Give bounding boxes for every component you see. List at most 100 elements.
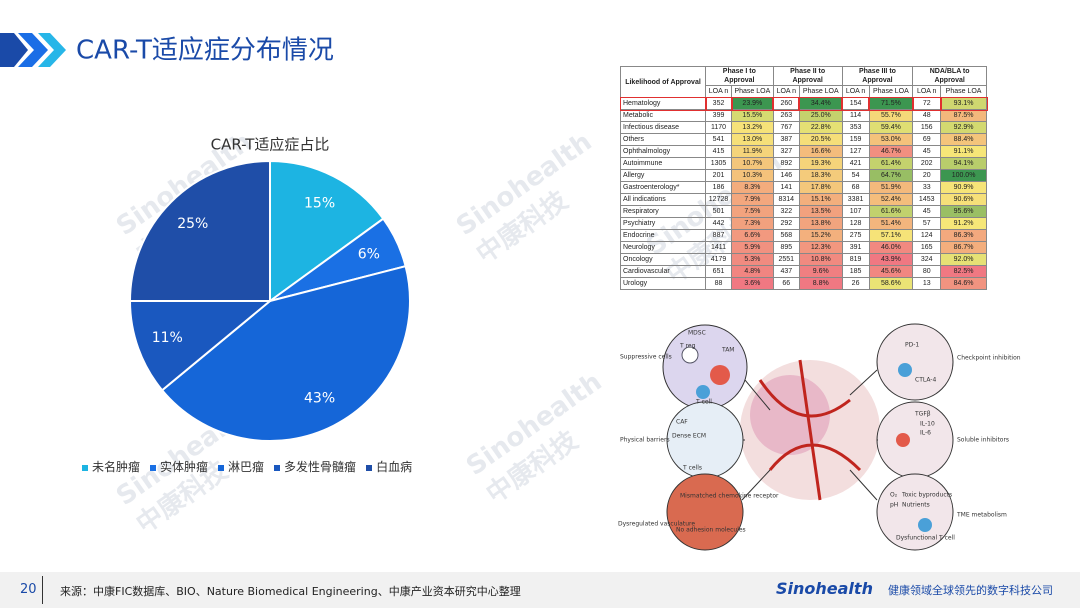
table-row: Hematology 352 23.9% 260 34.4% 154 71.5% 72 93.1… (619, 96, 988, 111)
table-cell: 90.6% (940, 193, 987, 206)
table-cell: 146 (772, 169, 800, 182)
legend-item: 实体肿瘤 (150, 458, 208, 475)
table-cell: 11.9% (731, 145, 774, 158)
table-cell: 66 (772, 277, 800, 290)
subheader-row: LOA n Phase LOA LOA n Phase LOA LOA n Phase L… (621, 85, 987, 98)
diagram-label: pH (890, 502, 898, 509)
table-cell: 46.0% (868, 241, 914, 254)
divider (42, 576, 43, 604)
data-label: 43% (304, 390, 335, 406)
table-cell: 892 (772, 157, 800, 170)
table-row: Allergy 201 10.3% 146 18.3% 54 64.7% 20 100.0% (620, 169, 987, 182)
table-row: Metabolic 399 15.5% 263 25.0% 114 55.7% 48 87.5% (620, 109, 987, 122)
table-row: Cardiovascular 651 4.8% 437 9.6% 185 45.6% 80 82… (620, 265, 987, 278)
table-cell: 156 (912, 121, 942, 134)
table-cell: 61.4% (868, 157, 914, 170)
table-corner: Likelihood of Approval (620, 66, 706, 98)
diagram-label: O₂ (890, 492, 898, 499)
table-row: Psychiatry 442 7.3% 292 13.8% 128 51.4% 57 91.2% (620, 217, 987, 230)
table-cell: 501 (704, 205, 733, 218)
table-cell: 15.5% (731, 109, 774, 122)
table-cell: 23.9% (730, 96, 775, 111)
diagram-label: Dysfunctional T cell (896, 535, 955, 542)
row-label: Hematology (619, 96, 707, 111)
table-cell: 26 (841, 277, 870, 290)
table-cell: 13.2% (731, 121, 774, 134)
diagram-label: Dysregulated vasculature (618, 521, 695, 528)
chevron (18, 33, 48, 67)
table-cell: 260 (772, 96, 801, 111)
table-cell: 51.9% (868, 181, 914, 194)
table-cell: 57.1% (868, 229, 914, 242)
table-cell: 61.6% (868, 205, 914, 218)
data-label: 6% (358, 247, 380, 263)
table-cell: 18.3% (798, 169, 843, 182)
table-cell: 8.8% (798, 277, 843, 290)
table-cell: 292 (772, 217, 800, 230)
table-cell: 1411 (704, 241, 733, 254)
brand: Sinohealth (776, 579, 873, 598)
table-cell: 15.2% (798, 229, 843, 242)
table-cell: 263 (772, 109, 800, 122)
diagram-label: TME metabolism (956, 512, 1007, 519)
table-cell: 421 (841, 157, 870, 170)
table-cell: 95.6% (940, 205, 987, 218)
row-label: Urology (620, 277, 706, 290)
table-cell: 20.5% (798, 133, 843, 146)
table-cell: 1170 (704, 121, 733, 134)
table-cell: 6.6% (731, 229, 774, 242)
diagram-label: T reg (679, 343, 696, 350)
diagram-label: MDSC (688, 330, 706, 337)
table-cell: 90.9% (940, 181, 987, 194)
table-cell: 100.0% (940, 169, 987, 182)
slide-title: CAR-T适应症分布情况 (76, 36, 334, 66)
table-cell: 55.7% (868, 109, 914, 122)
table-cell: 7.9% (731, 193, 774, 206)
row-label: Neurology (620, 241, 706, 254)
table-cell: 185 (841, 265, 870, 278)
table-cell: 8.3% (731, 181, 774, 194)
table-cell: 128 (841, 217, 870, 230)
table-cell: 4.8% (731, 265, 774, 278)
table-cell: 387 (772, 133, 800, 146)
table-row: Oncology 4179 5.3% 2551 10.8% 819 43.9% 324 92.0… (620, 253, 987, 266)
legend: 未名肿瘤 实体肿瘤 淋巴瘤 多发性骨髓瘤 白血病 (82, 458, 412, 475)
row-label: All indications (620, 193, 706, 206)
loa-table: Likelihood of Approval Phase I to Approva… (619, 66, 988, 290)
vessels (758, 359, 862, 501)
table-cell: 64.7% (868, 169, 914, 182)
table-cell: 201 (704, 169, 733, 182)
table-row: Endocrine 887 6.6% 568 15.2% 275 57.1% 124 86.3% (620, 229, 987, 242)
table-cell: 442 (704, 217, 733, 230)
subheader: Phase LOA (868, 85, 914, 98)
pie-slice (128, 159, 271, 302)
row-label: Respiratory (620, 205, 706, 218)
table-cell: 93.1% (939, 96, 988, 111)
subheader: LOA n (841, 85, 870, 98)
table-cell: 13.5% (798, 205, 843, 218)
data-label: 11% (152, 330, 183, 346)
diagram-label: Suppressive cells (620, 354, 672, 361)
cell (696, 385, 710, 399)
table-cell: 391 (841, 241, 870, 254)
table-cell: 82.5% (940, 265, 987, 278)
subheader: Phase LOA (940, 85, 987, 98)
table-cell: 86.7% (940, 241, 987, 254)
table-cell: 767 (772, 121, 800, 134)
table-cell: 45 (912, 145, 942, 158)
cell (896, 433, 910, 447)
table-cell: 88.4% (940, 133, 987, 146)
row-label: Psychiatry (620, 217, 706, 230)
table-cell: 275 (841, 229, 870, 242)
table-cell: 415 (704, 145, 733, 158)
table-cell: 651 (704, 265, 733, 278)
subheader: Phase LOA (731, 85, 774, 98)
table-cell: 3.6% (731, 277, 774, 290)
table-cell: 12728 (704, 193, 733, 206)
header-row: Likelihood of Approval Phase I to Approva… (620, 66, 987, 98)
diagram-label: CAF (676, 419, 688, 426)
row-label: Metabolic (620, 109, 706, 122)
legend-item: 白血病 (366, 458, 412, 475)
table-cell: 84.6% (940, 277, 987, 290)
